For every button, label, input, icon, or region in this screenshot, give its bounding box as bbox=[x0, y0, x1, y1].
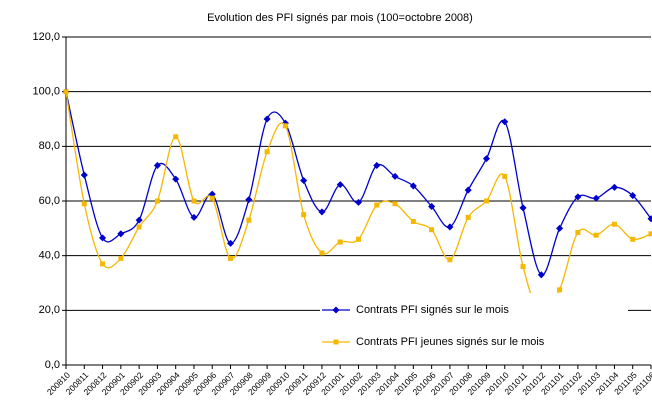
series-line bbox=[65, 91, 652, 276]
legend-label: Contrats PFI jeunes signés sur le mois bbox=[356, 336, 545, 348]
point bbox=[629, 191, 637, 200]
point bbox=[100, 261, 106, 267]
point bbox=[173, 134, 179, 140]
point bbox=[263, 115, 271, 123]
y-tick-label: 120,0 bbox=[32, 31, 60, 43]
point bbox=[190, 213, 198, 221]
point bbox=[556, 224, 564, 232]
point bbox=[483, 198, 489, 204]
point bbox=[81, 201, 87, 207]
y-tick-label: 20,0 bbox=[39, 304, 60, 316]
point bbox=[610, 183, 618, 191]
point bbox=[648, 231, 652, 237]
point bbox=[264, 149, 270, 155]
point bbox=[117, 230, 125, 238]
point bbox=[246, 217, 252, 223]
point bbox=[153, 161, 161, 170]
point bbox=[392, 201, 398, 207]
point bbox=[336, 181, 344, 189]
legend-label: Contrats PFI signés sur le mois bbox=[356, 304, 509, 316]
point bbox=[575, 229, 581, 235]
point bbox=[99, 234, 107, 242]
point bbox=[464, 186, 472, 194]
point bbox=[191, 198, 197, 204]
point bbox=[118, 255, 124, 261]
point bbox=[318, 208, 326, 216]
point bbox=[592, 194, 600, 202]
chart-title: Evolution des PFI signés par mois (100=o… bbox=[207, 12, 473, 24]
point bbox=[428, 202, 436, 211]
point bbox=[154, 198, 160, 204]
point bbox=[446, 223, 454, 231]
point bbox=[300, 176, 308, 185]
point bbox=[333, 339, 339, 345]
legend-box bbox=[320, 293, 628, 357]
point bbox=[502, 173, 508, 179]
point bbox=[301, 212, 307, 218]
point bbox=[226, 239, 235, 247]
point bbox=[465, 214, 471, 220]
y-tick-label: 60,0 bbox=[39, 195, 60, 207]
point bbox=[557, 287, 563, 293]
point bbox=[537, 271, 545, 279]
point bbox=[63, 89, 69, 95]
point bbox=[135, 216, 143, 224]
point bbox=[332, 306, 340, 314]
point bbox=[520, 264, 526, 270]
point bbox=[630, 236, 636, 242]
point bbox=[80, 171, 88, 179]
point bbox=[209, 195, 215, 201]
point bbox=[354, 198, 363, 206]
y-tick-label: 80,0 bbox=[39, 140, 60, 152]
point bbox=[374, 202, 380, 208]
point bbox=[482, 155, 491, 163]
point bbox=[647, 215, 652, 223]
point bbox=[136, 224, 142, 230]
point bbox=[410, 219, 416, 224]
point bbox=[519, 204, 527, 212]
point bbox=[574, 193, 582, 201]
point bbox=[319, 250, 325, 256]
point bbox=[593, 232, 599, 238]
point bbox=[172, 175, 180, 183]
y-tick-label: 40,0 bbox=[39, 250, 60, 262]
point bbox=[356, 236, 361, 242]
point bbox=[245, 196, 253, 204]
y-tick-label: 100,0 bbox=[32, 86, 60, 98]
point bbox=[501, 118, 509, 126]
point bbox=[429, 227, 435, 233]
point bbox=[391, 172, 399, 180]
point bbox=[282, 123, 288, 129]
point bbox=[337, 239, 343, 245]
point bbox=[447, 257, 453, 263]
point bbox=[611, 221, 617, 227]
y-tick-label: 0,0 bbox=[45, 359, 60, 371]
point bbox=[228, 255, 234, 261]
point bbox=[373, 161, 381, 170]
point bbox=[409, 182, 417, 190]
